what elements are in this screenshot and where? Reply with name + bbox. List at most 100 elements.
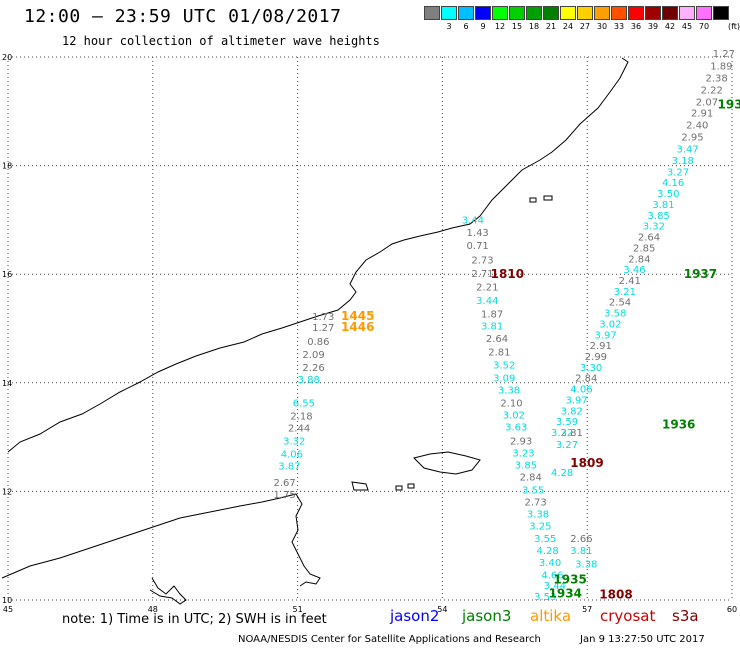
swh-value: 2.54 bbox=[609, 298, 631, 309]
island-small-1 bbox=[351, 481, 369, 491]
swh-value: 3.46 bbox=[623, 265, 645, 276]
swh-value: 2.44 bbox=[288, 424, 310, 435]
swh-value: 3.40 bbox=[539, 558, 561, 569]
swh-value: 3.81 bbox=[652, 200, 674, 211]
x-tick-label: 45 bbox=[3, 605, 13, 614]
swh-value: 2.66 bbox=[570, 534, 592, 545]
swh-value: 3.59 bbox=[556, 417, 578, 428]
swh-value: 2.85 bbox=[633, 243, 655, 254]
swh-value: 1.87 bbox=[481, 310, 503, 321]
swh-value: 4.28 bbox=[537, 546, 559, 557]
swh-value: 3.81 bbox=[481, 322, 503, 333]
colorbar-label: 30 bbox=[596, 22, 608, 31]
legend-s3a: s3a bbox=[672, 607, 699, 625]
swh-value: 3.27 bbox=[667, 167, 689, 178]
pass-time-label: 1445 bbox=[341, 309, 374, 323]
legend-cryosat: cryosat bbox=[600, 607, 656, 625]
swh-value: 2.93 bbox=[510, 437, 532, 448]
swh-value: 3.81 bbox=[570, 546, 592, 557]
coastline-somalia bbox=[1, 493, 321, 587]
colorbar-label: 6 bbox=[463, 22, 469, 31]
colorbar-swatch bbox=[492, 6, 508, 20]
colorbar-label: 15 bbox=[511, 22, 523, 31]
swh-value: 2.26 bbox=[302, 363, 324, 374]
colorbar-label: 27 bbox=[579, 22, 591, 31]
swh-value: 3.38 bbox=[498, 386, 520, 397]
colorbar-label: 42 bbox=[664, 22, 676, 31]
satellite-legend: jason2 bbox=[390, 607, 439, 625]
satellite-legend: s3a bbox=[672, 607, 699, 625]
pass-time-label: 1810 bbox=[491, 267, 524, 281]
track-west: 1.731.27 0.86 2.09 2.263.88 6.55 2.182.44 3.32… bbox=[273, 312, 334, 501]
swh-value: 3.44 bbox=[462, 216, 484, 227]
x-tick-label: 54 bbox=[437, 605, 447, 614]
y-tick-label: 16 bbox=[2, 270, 12, 279]
axis-labels: 45 48 51 54 57 60 10 12 14 16 18 20 bbox=[2, 53, 737, 614]
swh-value: 3.21 bbox=[614, 287, 636, 298]
map-title: 12:00 — 23:59 UTC 01/08/2017 bbox=[24, 6, 342, 27]
y-tick-label: 18 bbox=[2, 162, 12, 171]
swh-value: 4.06 bbox=[281, 450, 303, 461]
legend-jason2: jason2 bbox=[390, 607, 440, 625]
colorbar-swatch bbox=[679, 6, 695, 20]
x-tick-label: 48 bbox=[148, 605, 158, 614]
swh-value: 3.55 bbox=[522, 486, 544, 497]
swh-value: 2.41 bbox=[619, 276, 641, 287]
swh-value: 2.99 bbox=[585, 352, 607, 363]
pass-time-label: 1446 bbox=[341, 320, 374, 334]
swh-value: 3.47 bbox=[676, 145, 698, 156]
swh-value: 2.64 bbox=[638, 233, 660, 244]
pass-time-label: 1937 bbox=[684, 267, 717, 281]
satellite-legend: jason3 bbox=[462, 607, 511, 625]
colorbar-swatch bbox=[526, 6, 542, 20]
colorbar-swatch bbox=[662, 6, 678, 20]
island-kuria-1 bbox=[529, 197, 537, 203]
grid-lines bbox=[7, 56, 733, 601]
colorbar-swatch bbox=[611, 6, 627, 20]
swh-value: 2.81 bbox=[561, 428, 583, 439]
credit-line: NOAA/NESDIS Center for Satellite Applica… bbox=[238, 634, 541, 645]
swh-value: 3.44 bbox=[544, 581, 566, 592]
swh-value: 3.55 bbox=[534, 534, 556, 545]
swh-value: 2.40 bbox=[686, 121, 708, 132]
colorbar-label: 3 bbox=[446, 22, 452, 31]
swh-value: 2.73 bbox=[471, 255, 493, 266]
satellite-legend: cryosat bbox=[600, 607, 655, 625]
colorbar-swatch bbox=[645, 6, 661, 20]
swh-value: 2.18 bbox=[290, 412, 312, 423]
swh-value: 2.64 bbox=[486, 334, 508, 345]
swh-value: 2.84 bbox=[575, 374, 597, 385]
swh-value: 3.50 bbox=[657, 189, 679, 200]
swh-value: 3.32 bbox=[283, 437, 305, 448]
colorbar: (ft) 3 6 9 12 15 18 21 24 27 30 33 36 39 42 45 70 bbox=[424, 6, 740, 34]
swh-value: 4.16 bbox=[662, 178, 684, 189]
swh-value: 1.43 bbox=[467, 228, 489, 239]
swh-value: 2.09 bbox=[302, 350, 324, 361]
swh-value: 0.86 bbox=[307, 337, 329, 348]
swh-value: 2.67 bbox=[273, 478, 295, 489]
swh-value: 3.63 bbox=[505, 423, 527, 434]
swh-value: 1.75 bbox=[273, 490, 295, 501]
swh-value: 3.25 bbox=[529, 521, 551, 532]
x-tick-label: 60 bbox=[727, 605, 737, 614]
swh-value: 1.89 bbox=[710, 61, 732, 72]
swh-value: 3.30 bbox=[580, 363, 602, 374]
swh-value: 4.28 bbox=[551, 468, 573, 479]
swh-value: 3.18 bbox=[672, 156, 694, 167]
swh-value: 3.85 bbox=[648, 211, 670, 222]
track-east: 1.271.892.382.222.072.912.402.953.473.18… bbox=[551, 49, 735, 439]
legend-jason3: jason3 bbox=[462, 607, 512, 625]
swh-value: 2.21 bbox=[476, 282, 498, 293]
swh-value: 6.55 bbox=[293, 399, 315, 410]
swh-value: 3.53 bbox=[534, 592, 556, 603]
coastline bbox=[1, 57, 629, 605]
satellite-legend: altika bbox=[530, 607, 571, 625]
swh-value: 1.73 bbox=[312, 312, 334, 323]
swh-value: 3.97 bbox=[594, 330, 616, 341]
swh-value: 1.27 bbox=[312, 323, 334, 334]
swh-value: 3.88 bbox=[298, 375, 320, 386]
swh-value: 2.07 bbox=[696, 97, 718, 108]
swh-value: 2.22 bbox=[701, 85, 723, 96]
swh-value: 2.38 bbox=[705, 73, 727, 84]
